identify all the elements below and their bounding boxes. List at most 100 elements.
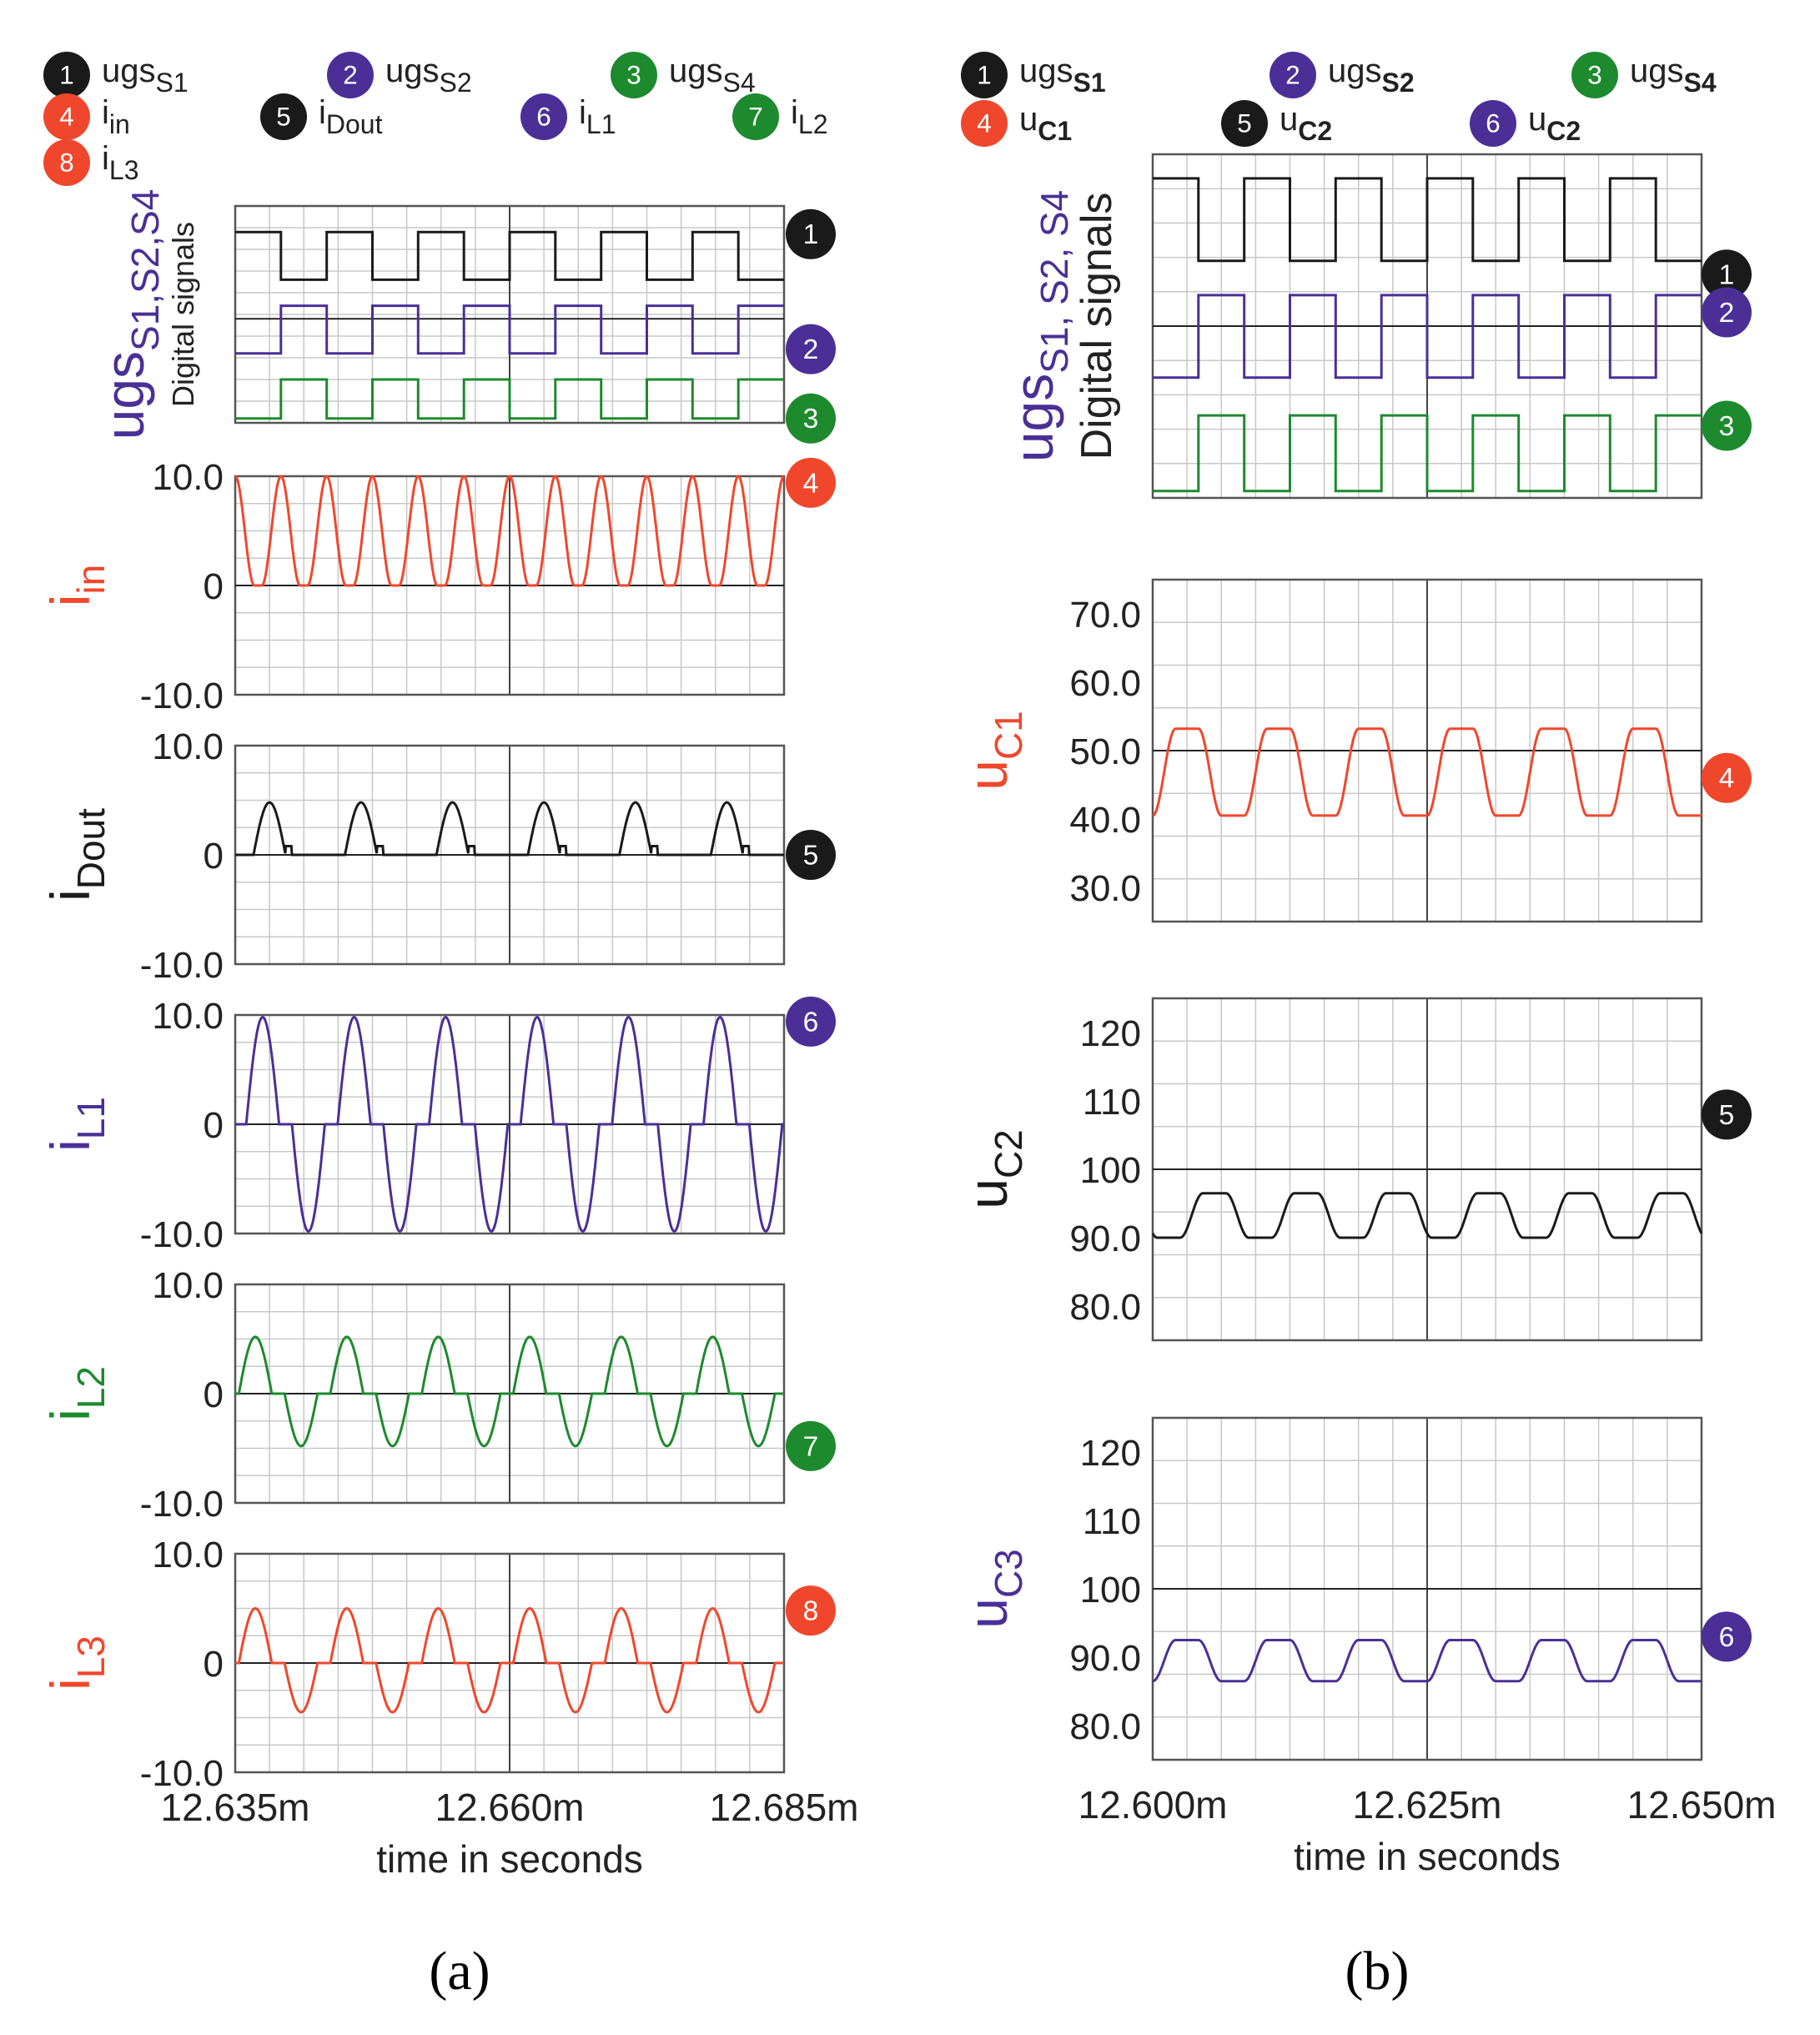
- plot-b-uC3-badge-number: 6: [1719, 1622, 1735, 1653]
- y-label-sub: in: [69, 565, 113, 595]
- legend-name: u: [1280, 101, 1298, 138]
- legend-sub: L3: [109, 155, 139, 185]
- digital-panel_b-3-badge-number: 3: [1719, 411, 1735, 442]
- legend-sub: L1: [586, 109, 616, 139]
- plot-a-iL2-y-tick: 0: [204, 1374, 224, 1415]
- legend-name: ugs: [385, 53, 440, 89]
- plot-a-iL3-badge: [786, 1585, 836, 1636]
- digital-panel_b-y-label: ugsS1, S2, S4: [1003, 190, 1076, 462]
- plot-a-iDout-y-tick: 0: [204, 836, 224, 877]
- legend-panel_a-3-badge-number: 4: [59, 103, 73, 132]
- plot-a-iL1-badge: [786, 996, 836, 1047]
- plot-a-iDout-y-label: iDout: [39, 808, 113, 902]
- legend-panel_b-3-badge: [961, 100, 1008, 147]
- plot-a-iL3-y-tick: 0: [204, 1644, 224, 1685]
- y-label-sub: S1,S2,S4: [123, 189, 167, 351]
- legend-panel_a-5-badge-number: 6: [536, 103, 551, 132]
- y-label-main: ugs: [1003, 374, 1064, 462]
- legend-panel_b-5-badge-number: 6: [1486, 109, 1500, 138]
- plot-b-uC2-badge-number: 5: [1719, 1100, 1735, 1131]
- x-axis-label-panel_a: time in seconds: [376, 1837, 643, 1881]
- legend-panel_b-4-badge-number: 5: [1237, 109, 1251, 138]
- legend-sub: L2: [798, 109, 828, 139]
- legend-panel_b-5-badge: [1470, 100, 1516, 147]
- legend-panel_a-5-badge: [520, 93, 567, 140]
- y-label-main: u: [957, 1178, 1018, 1209]
- x-tick-panel_a: 12.660m: [435, 1786, 584, 1829]
- plot-a-iL3-y-tick: -10.0: [140, 1753, 224, 1794]
- legend-panel_b-4-badge: [1221, 100, 1268, 147]
- plot-a-iDout-y-tick: 10.0: [152, 726, 224, 767]
- y-label-text: iDout: [39, 808, 113, 902]
- plot-a-iin-badge-number: 4: [803, 468, 819, 499]
- y-label-text: uC2: [957, 1129, 1030, 1209]
- legend-label: ugsS4: [669, 53, 756, 98]
- legend-panel_b-1-badge-number: 2: [1285, 61, 1300, 90]
- legend-panel_a-2-badge: [611, 52, 657, 98]
- legend-sub: S1: [156, 68, 189, 98]
- caption-panel_a: (a): [429, 1941, 490, 2002]
- legend-label: ugsS2: [1328, 53, 1415, 98]
- legend-name: i: [579, 94, 586, 131]
- plot-b-uC2-y-label: uC2: [957, 1129, 1030, 1209]
- plot-a-iL2-trace-i_L2: [235, 1335, 784, 1448]
- x-tick-panel_a: 12.635m: [160, 1786, 309, 1829]
- plot-b-uC3-y-tick: 120: [1080, 1433, 1141, 1474]
- y-label-main: i: [39, 595, 101, 607]
- digital-panel_a-3-badge-number: 3: [803, 404, 819, 435]
- plot-a-iL3-y-tick: 10.0: [152, 1535, 224, 1575]
- legend-label: uC2: [1280, 101, 1332, 146]
- plot-a-iL2-y-label: iL2: [39, 1366, 113, 1421]
- legend-panel_b-0-badge: [961, 52, 1008, 98]
- y-label-main: i: [39, 1409, 101, 1421]
- legend-name: ugs: [1328, 53, 1382, 89]
- y-label-sub: C2: [987, 1129, 1030, 1178]
- plot-b-uC1-y-tick: 50.0: [1069, 731, 1141, 772]
- legend-sub: S4: [723, 68, 756, 98]
- plot-b-uC2-badge: [1702, 1089, 1752, 1140]
- y-label-text: uC3: [957, 1549, 1030, 1629]
- plot-a-iL3-trace-i_L3: [235, 1606, 784, 1714]
- digital-signals-label: Digital signals: [166, 222, 200, 407]
- y-label-sub: C3: [987, 1549, 1030, 1598]
- digital-panel_a-trace-3: [235, 378, 784, 420]
- digital-panel_a-y-label: ugsS1,S2,S4: [93, 189, 167, 440]
- plot-b-uC3-y-label: uC3: [957, 1549, 1030, 1629]
- x-tick-panel_b: 12.625m: [1352, 1783, 1501, 1826]
- plot-a-iL1-y-tick: 10.0: [152, 996, 224, 1037]
- legend-label: ugsS4: [1630, 53, 1717, 98]
- plot-a-iin-y-tick: -10.0: [140, 676, 224, 716]
- digital-panel_a-trace-2: [235, 304, 784, 355]
- legend-sub: S2: [1382, 68, 1415, 98]
- plot-a-iL1-trace-i_L1: [235, 1016, 784, 1233]
- plot-b-uC3-y-tick: 100: [1080, 1570, 1141, 1610]
- plot-b-uC1-y-tick: 40.0: [1069, 800, 1141, 841]
- y-label-text: ugsS1, S2, S4: [1003, 190, 1076, 462]
- legend-panel_a-0-badge-number: 1: [59, 61, 73, 90]
- legend-panel_b-2-badge-number: 3: [1587, 61, 1601, 90]
- y-label-sub: L1: [69, 1097, 113, 1139]
- legend-panel_a-2-badge-number: 3: [626, 61, 641, 90]
- plot-b-uC1-y-tick: 70.0: [1069, 595, 1141, 636]
- y-label-text: ugsS1,S2,S4: [93, 189, 167, 440]
- legend-label: ugsS1: [102, 53, 189, 98]
- legend-sub: C2: [1546, 116, 1581, 146]
- legend-name: ugs: [669, 53, 723, 89]
- x-tick-panel_b: 12.600m: [1078, 1783, 1227, 1826]
- y-label-sub: L3: [69, 1636, 113, 1678]
- legend-name: ugs: [1019, 53, 1073, 89]
- y-label-main: i: [39, 1139, 101, 1152]
- y-label-main: i: [39, 889, 101, 902]
- legend-name: i: [102, 140, 109, 177]
- plot-a-iL3-badge-number: 8: [803, 1596, 819, 1627]
- legend-name: u: [1528, 101, 1546, 138]
- plot-a-iin-y-tick: 10.0: [152, 457, 224, 498]
- plot-a-iL2-badge-number: 7: [803, 1431, 819, 1462]
- y-label-main: i: [39, 1678, 101, 1691]
- digital-panel_a-frame: [234, 204, 786, 425]
- digital-panel_b-inner-label: Digital signals: [1073, 193, 1121, 460]
- legend-label: ugsS1: [1019, 53, 1106, 98]
- y-label-text: uC1: [957, 711, 1030, 791]
- digital-panel_a-2-badge: [786, 324, 836, 374]
